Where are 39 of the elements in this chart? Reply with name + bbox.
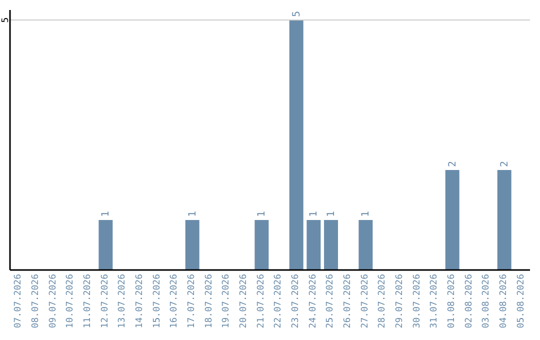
data-label: 1 (256, 210, 268, 217)
x-tick-label: 23.07.2026 (291, 274, 301, 328)
x-tick-label: 01.08.2026 (447, 274, 457, 328)
data-label: 2 (447, 160, 458, 167)
x-tick-label: 25.07.2026 (326, 274, 336, 328)
x-tick-label: 02.08.2026 (464, 274, 474, 328)
x-tick-label: 29.07.2026 (395, 274, 405, 328)
data-label: 1 (326, 210, 337, 217)
x-tick-label: 03.08.2026 (482, 274, 492, 328)
data-label: 1 (308, 210, 320, 217)
x-tick-label: 05.08.2026 (516, 274, 526, 328)
x-tick-label: 09.07.2026 (48, 274, 58, 328)
data-label: 1 (100, 210, 112, 217)
x-tick-label: 10.07.2026 (66, 274, 76, 328)
data-label: 2 (499, 160, 510, 167)
x-tick-label: 08.07.2026 (31, 274, 41, 328)
x-tick-label: 12.07.2026 (100, 274, 110, 328)
x-tick-label: 04.08.2026 (499, 274, 509, 328)
x-tick-label: 11.07.2026 (83, 274, 93, 328)
x-tick-label: 26.07.2026 (343, 274, 353, 328)
x-tick-label: 30.07.2026 (412, 274, 422, 328)
x-tick-label: 21.07.2026 (256, 274, 266, 328)
data-label: 1 (187, 210, 198, 217)
x-tick-label: 24.07.2026 (308, 274, 318, 328)
x-tick-label: 20.07.2026 (239, 274, 249, 328)
x-tick-label: 16.07.2026 (170, 274, 180, 328)
x-tick-label: 15.07.2026 (152, 274, 162, 328)
data-label: 5 (291, 10, 302, 17)
x-tick-label: 22.07.2026 (274, 274, 284, 328)
x-tick-label: 14.07.2026 (135, 274, 145, 328)
x-tick-label: 18.07.2026 (204, 274, 214, 328)
x-tick-label: 07.07.2026 (14, 274, 24, 328)
x-tick-label: 31.07.2026 (430, 274, 440, 328)
x-tick-label: 28.07.2026 (378, 274, 388, 328)
x-tick-label: 19.07.2026 (222, 274, 232, 328)
x-tick-label: 17.07.2026 (187, 274, 197, 328)
x-tick-label: 27.07.2026 (360, 274, 370, 328)
data-label: 1 (360, 210, 372, 217)
x-tick-label: 13.07.2026 (118, 274, 128, 328)
